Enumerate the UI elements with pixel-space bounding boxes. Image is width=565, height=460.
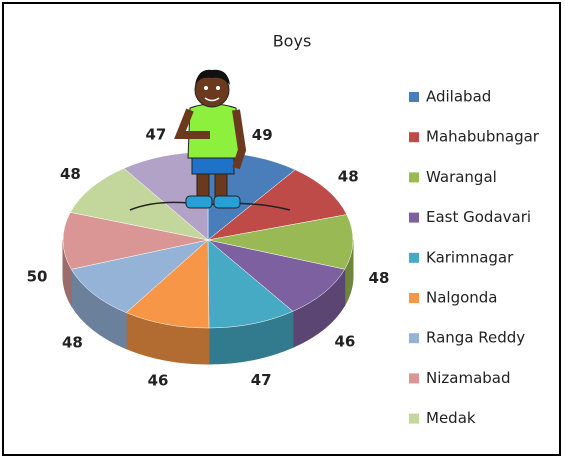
- slice: [62, 212, 209, 270]
- data-label: 46: [335, 332, 356, 350]
- legend-swatch: [409, 413, 419, 424]
- slice: [207, 239, 294, 329]
- legend-label: Mahabubnagar: [426, 128, 540, 146]
- legend-label: East Godavari: [426, 208, 531, 226]
- data-label: 47: [251, 371, 272, 389]
- legend-swatch: [409, 212, 419, 223]
- legend-label: Karimnagar: [426, 248, 514, 266]
- legend-label: Medak: [426, 409, 476, 427]
- slice: [70, 239, 209, 313]
- slice: [207, 169, 348, 241]
- legend-swatch: [409, 373, 419, 384]
- legend-label: Adilabad: [426, 88, 491, 106]
- data-label: 48: [369, 269, 390, 287]
- data-label: 48: [60, 165, 81, 183]
- data-label: 47: [145, 126, 166, 144]
- legend-swatch: [409, 172, 419, 183]
- legend-swatch: [409, 293, 419, 303]
- slice: [125, 239, 210, 329]
- legend-swatch: [409, 132, 419, 143]
- data-label: 48: [338, 168, 359, 186]
- legend-label: Warangal: [426, 168, 497, 186]
- data-label: 46: [148, 372, 169, 390]
- data-label: 50: [27, 268, 48, 286]
- legend-label: Nizamabad: [426, 369, 511, 387]
- legend: Adilabad Mahabubnagar Warangal East Godavar…: [409, 88, 540, 427]
- legend-swatch: [409, 252, 419, 263]
- legend-label: Nalgonda: [426, 289, 498, 307]
- slice: [207, 214, 354, 270]
- slice: [69, 168, 209, 241]
- data-label: 48: [62, 334, 83, 352]
- legend-swatch: [409, 92, 419, 102]
- slice: [207, 239, 346, 312]
- chart-title: Boys: [273, 32, 312, 51]
- legend-label: Ranga Reddy: [426, 329, 525, 347]
- boy-illustration: [129, 69, 291, 211]
- data-label: 49: [252, 126, 273, 144]
- pie: 49 48 48 46 47 46 48 50 48 47: [27, 126, 390, 390]
- legend-swatch: [409, 333, 419, 344]
